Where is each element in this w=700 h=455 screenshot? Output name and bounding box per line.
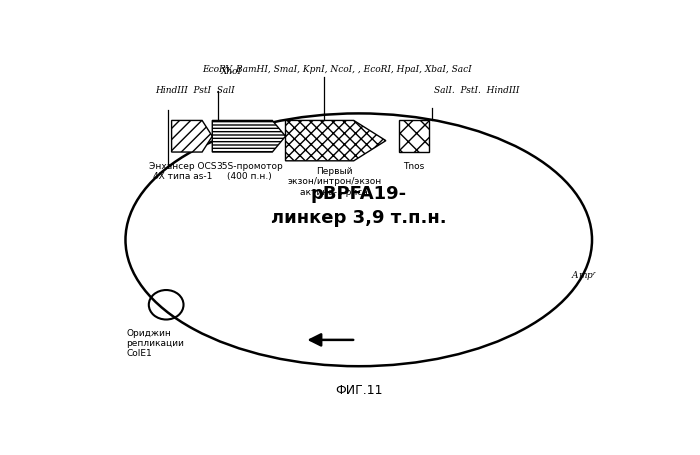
- Text: EcoRV, BamHI, SmaI, KpnI, NcoI, , EcoRI, HpaI, XbaI, SacI: EcoRV, BamHI, SmaI, KpnI, NcoI, , EcoRI,…: [202, 65, 472, 74]
- Text: Ориджин
репликации
ColE1: Ориджин репликации ColE1: [127, 328, 184, 358]
- Bar: [400, 121, 429, 153]
- Text: Tnos: Tnos: [403, 162, 425, 171]
- Text: ФИГ.11: ФИГ.11: [335, 383, 382, 396]
- Polygon shape: [286, 121, 386, 162]
- Polygon shape: [212, 121, 286, 153]
- Text: HindIII  PstI  SalI: HindIII PstI SalI: [155, 86, 235, 95]
- Text: SalI.  PstI.  HindIII: SalI. PstI. HindIII: [433, 86, 519, 95]
- Text: Энхансер OCS
4X типа as-1: Энхансер OCS 4X типа as-1: [148, 162, 216, 181]
- Text: Amp$^r$: Amp$^r$: [571, 268, 598, 282]
- Text: Первый
экзон/интрон/экзон
актина-1 риса: Первый экзон/интрон/экзон актина-1 риса: [287, 167, 382, 197]
- Text: XhoI: XhoI: [220, 66, 241, 76]
- Text: 35S-промотор
(400 п.н.): 35S-промотор (400 п.н.): [216, 162, 283, 181]
- Polygon shape: [172, 121, 212, 153]
- Text: pBPFA19-
линкер 3,9 т.п.н.: pBPFA19- линкер 3,9 т.п.н.: [271, 184, 447, 226]
